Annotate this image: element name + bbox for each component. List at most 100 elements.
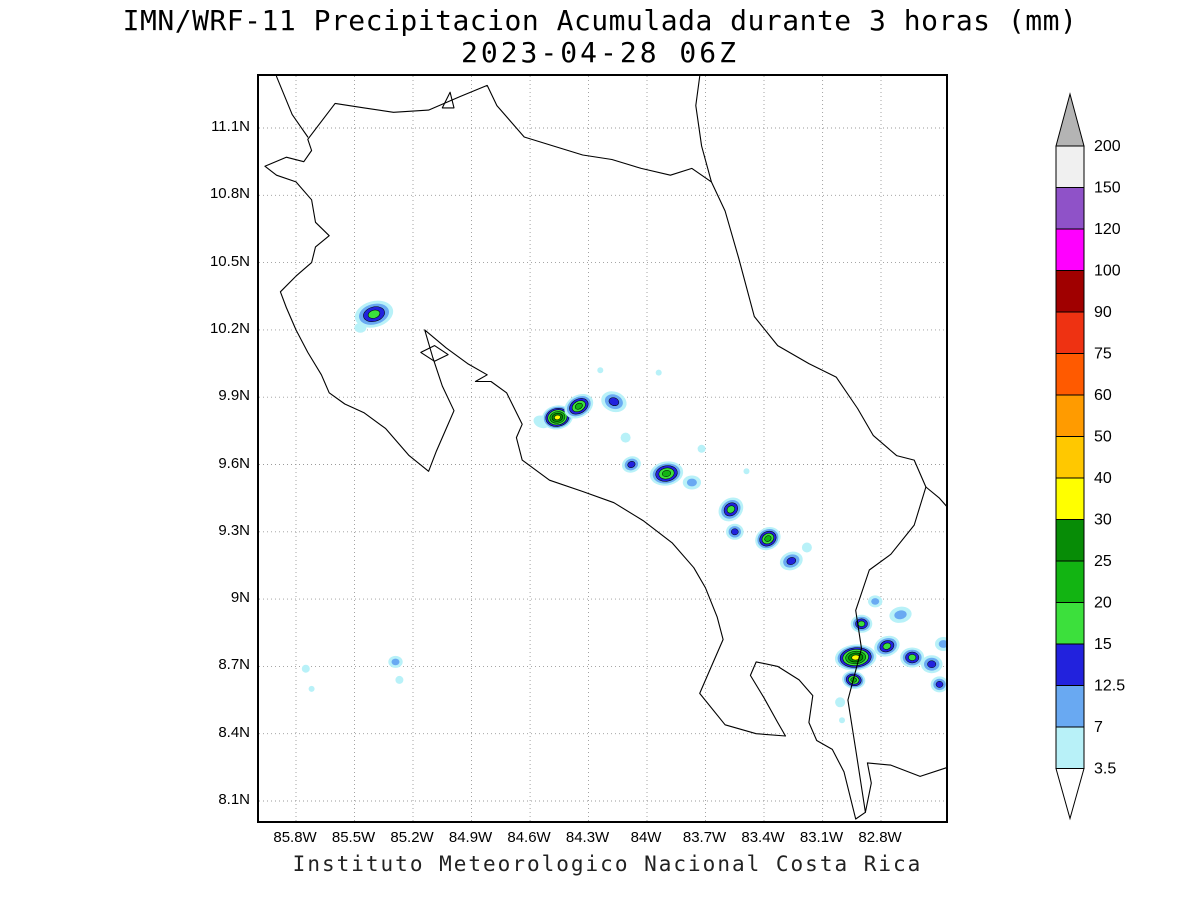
x-tick-label: 82.8W bbox=[858, 829, 902, 846]
colorbar-label: 7 bbox=[1094, 719, 1103, 736]
colorbar-label: 90 bbox=[1094, 304, 1112, 321]
precip-cell bbox=[764, 535, 772, 542]
colorbar-label: 120 bbox=[1094, 221, 1121, 238]
precip-cell bbox=[301, 664, 310, 673]
precip-cell bbox=[661, 470, 672, 477]
y-tick-label: 8.1N bbox=[218, 791, 250, 809]
map-canvas bbox=[259, 76, 946, 821]
precip-cell bbox=[882, 642, 892, 650]
coastline bbox=[695, 76, 712, 183]
precip-cell bbox=[686, 478, 697, 487]
x-tick-label: 85.2W bbox=[390, 829, 434, 846]
precip-cell bbox=[554, 414, 561, 420]
precip-cell bbox=[857, 620, 866, 627]
coastline bbox=[441, 91, 455, 109]
colorbar-label: 15 bbox=[1094, 636, 1112, 653]
colorbar-label: 40 bbox=[1094, 470, 1112, 487]
coastline bbox=[925, 486, 946, 507]
precip-cell bbox=[839, 717, 845, 724]
precip-cell bbox=[786, 557, 797, 565]
map-plot bbox=[257, 74, 948, 823]
precip-cell bbox=[655, 369, 662, 376]
coastline bbox=[275, 76, 309, 138]
y-tick-label: 10.5N bbox=[209, 252, 250, 270]
colorbar-segment bbox=[1055, 270, 1085, 313]
x-tick-label: 85.8W bbox=[273, 829, 317, 846]
colorbar-segment bbox=[1055, 560, 1085, 603]
precip-cell bbox=[871, 598, 880, 605]
colorbar-label: 12.5 bbox=[1094, 678, 1125, 695]
x-tick-label: 84.6W bbox=[507, 829, 551, 846]
precip-cell bbox=[391, 658, 400, 666]
x-tick-label: 84W bbox=[630, 829, 662, 846]
y-tick-label: 8.7N bbox=[218, 656, 250, 674]
x-tick-label: 84.3W bbox=[565, 829, 610, 846]
precip-cell bbox=[743, 468, 750, 475]
precip-cell bbox=[835, 697, 846, 708]
colorbar-segment bbox=[1055, 145, 1085, 188]
y-tick-label: 9.6N bbox=[218, 454, 250, 472]
precip-cell bbox=[395, 675, 404, 684]
x-tick-label: 85.5W bbox=[331, 829, 376, 846]
y-tick-label: 9N bbox=[230, 589, 250, 607]
figure-subtitle: 2023-04-28 06Z bbox=[460, 36, 739, 69]
precip-cell bbox=[894, 610, 907, 620]
precip-cell bbox=[597, 367, 604, 374]
precip-cell bbox=[927, 660, 937, 668]
precip-cell bbox=[354, 322, 367, 333]
precip-cell bbox=[367, 309, 381, 319]
y-tick-label: 10.2N bbox=[209, 319, 250, 337]
colorbar-label: 100 bbox=[1094, 263, 1121, 280]
colorbar-segment bbox=[1055, 436, 1085, 479]
figure-title: IMN/WRF-11 Precipitacion Acumulada duran… bbox=[122, 4, 1078, 37]
colorbar-segment bbox=[1055, 726, 1085, 769]
colorbar-label: 200 bbox=[1094, 138, 1121, 155]
colorbar-over-arrow bbox=[1055, 92, 1085, 147]
precip-cell bbox=[731, 528, 739, 536]
colorbar: 3.5 7 12.5 15 20 25 30 40 50 60 75 90 100 120 150 200 bbox=[1055, 92, 1125, 821]
precip-cell bbox=[308, 685, 315, 692]
coastline bbox=[264, 84, 927, 820]
y-tick-label: 9.3N bbox=[218, 521, 250, 539]
precip-cell bbox=[608, 397, 620, 407]
colorbar-segment bbox=[1055, 643, 1085, 686]
colorbar-under-arrow bbox=[1055, 768, 1085, 821]
colorbar-segment bbox=[1055, 353, 1085, 396]
precip-cell bbox=[627, 461, 636, 468]
precip-cell bbox=[938, 640, 946, 648]
colorbar-label: 20 bbox=[1094, 595, 1112, 612]
colorbar-segment bbox=[1055, 228, 1085, 271]
y-tick-label: 9.9N bbox=[218, 387, 250, 405]
colorbar-label: 50 bbox=[1094, 429, 1112, 446]
x-tick-label: 83.4W bbox=[741, 829, 785, 846]
precip-cell bbox=[935, 681, 944, 688]
coastline bbox=[864, 762, 946, 813]
y-tick-label: 11.1N bbox=[211, 118, 250, 136]
colorbar-label: 60 bbox=[1094, 387, 1112, 404]
colorbar-segment bbox=[1055, 477, 1085, 520]
x-tick-label: 83.7W bbox=[682, 829, 727, 846]
colorbar-label: 75 bbox=[1094, 346, 1112, 363]
precip-cell bbox=[908, 654, 917, 661]
colorbar-segment bbox=[1055, 685, 1085, 728]
colorbar-label: 25 bbox=[1094, 553, 1112, 570]
precip-cell bbox=[801, 542, 812, 553]
x-tick-label: 83.1W bbox=[799, 829, 844, 846]
figure-caption: Instituto Meteorologico Nacional Costa R… bbox=[292, 852, 923, 876]
y-tick-label: 10.8N bbox=[209, 185, 250, 203]
colorbar-segment bbox=[1055, 394, 1085, 437]
colorbar-segment bbox=[1055, 519, 1085, 562]
x-tick-label: 84.9W bbox=[448, 829, 493, 846]
precip-cell bbox=[726, 505, 735, 514]
colorbar-segment bbox=[1055, 187, 1085, 230]
colorbar-segment bbox=[1055, 311, 1085, 354]
colorbar-label: 30 bbox=[1094, 512, 1112, 529]
colorbar-segment bbox=[1055, 602, 1085, 645]
y-tick-label: 8.4N bbox=[218, 723, 250, 741]
colorbar-label: 150 bbox=[1094, 180, 1121, 197]
precip-cell bbox=[620, 432, 631, 443]
precip-cell bbox=[697, 444, 706, 453]
precip-cell bbox=[574, 402, 583, 410]
colorbar-label: 3.5 bbox=[1094, 761, 1116, 778]
